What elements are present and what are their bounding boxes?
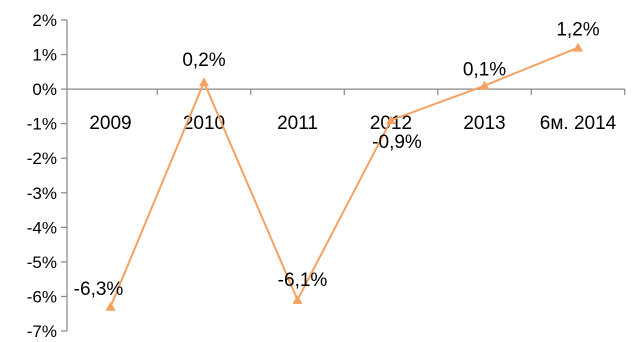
y-tick-label: -6% (27, 287, 57, 306)
data-label: -0,9% (372, 132, 422, 153)
data-label: 0,2% (182, 50, 225, 71)
x-category-label: 2010 (183, 113, 225, 134)
data-point-marker (573, 42, 583, 52)
data-point-marker (386, 115, 396, 125)
y-tick-label: -2% (27, 149, 57, 168)
data-label: -6,3% (74, 279, 124, 300)
series-line (105, 42, 583, 311)
y-tick-label: 0% (32, 80, 57, 99)
y-tick-label: -4% (27, 218, 57, 237)
data-label: -6,1% (278, 270, 328, 291)
y-tick-label: 2% (32, 11, 57, 30)
data-point-marker (292, 294, 303, 304)
x-category-label: 2013 (463, 113, 505, 134)
x-category-label: 6м. 2014 (540, 113, 617, 134)
x-axis: 200920102011201220136м. 2014 (67, 88, 626, 134)
series-polyline (109, 46, 579, 308)
data-label: 1,2% (556, 20, 599, 41)
y-tick-label: -3% (27, 184, 57, 203)
y-axis: 2% 1% 0% -1% -2% -3% -4% -5% -6% -7% (27, 11, 68, 341)
y-tick-label: -1% (27, 115, 57, 134)
y-tick-label: 1% (32, 46, 57, 65)
data-point-marker (199, 77, 209, 87)
y-tick-label: -7% (27, 322, 57, 341)
data-labels: -6,3% 0,2% -6,1% -0,9% 0,1% 1,2% (74, 20, 600, 300)
data-label: 0,1% (463, 60, 506, 81)
data-point-marker (105, 301, 116, 311)
y-tick-label: -5% (27, 253, 57, 272)
x-category-label: 2011 (277, 113, 318, 134)
data-point-marker (479, 80, 490, 90)
x-category-label: 2009 (89, 113, 131, 134)
